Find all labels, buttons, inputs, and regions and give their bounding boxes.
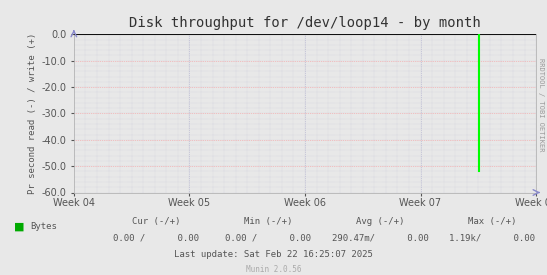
Text: 0.00 /      0.00: 0.00 / 0.00 [113,233,199,242]
Text: Last update: Sat Feb 22 16:25:07 2025: Last update: Sat Feb 22 16:25:07 2025 [174,250,373,259]
Title: Disk throughput for /dev/loop14 - by month: Disk throughput for /dev/loop14 - by mon… [129,16,481,31]
Text: 290.47m/      0.00: 290.47m/ 0.00 [332,233,428,242]
Text: Max (-/+): Max (-/+) [468,217,516,226]
Text: Avg (-/+): Avg (-/+) [356,217,404,226]
Text: 1.19k/      0.00: 1.19k/ 0.00 [449,233,536,242]
Text: ■: ■ [14,222,24,232]
Text: RRDTOOL / TOBI OETIKER: RRDTOOL / TOBI OETIKER [538,58,544,151]
Text: Cur (-/+): Cur (-/+) [132,217,180,226]
Text: Munin 2.0.56: Munin 2.0.56 [246,265,301,274]
Text: 0.00 /      0.00: 0.00 / 0.00 [225,233,311,242]
Text: Bytes: Bytes [30,222,57,231]
Y-axis label: Pr second read (-) / write (+): Pr second read (-) / write (+) [28,33,37,194]
Text: Min (-/+): Min (-/+) [244,217,292,226]
